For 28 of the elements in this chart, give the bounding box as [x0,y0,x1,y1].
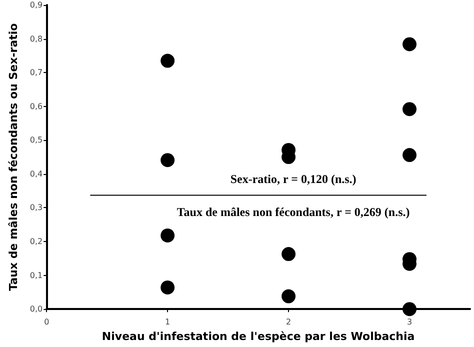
y-tick-label: 0,7 [30,68,43,78]
y-tick-label: 0,5 [30,136,43,145]
point [160,54,175,68]
y-tick-label: 0,0 [30,304,43,314]
annotation: Taux de mâles non fécondants, r = 0,269 (n.s.) [176,205,410,220]
point [402,37,417,52]
point [282,247,296,262]
x-tick-label: 2 [286,318,292,327]
y-tick-label: 0,1 [30,270,43,280]
y-tick-label: 0,9 [30,0,43,10]
point [282,289,296,304]
point [160,228,175,242]
point [402,148,417,162]
x-tick-label: 1 [165,318,170,327]
x-axis-title: Niveau d'infestation de l'espèce par les Wolbachia [102,330,415,343]
point [160,153,175,168]
y-tick-label: 0,2 [30,237,43,246]
x-tick-label: 0 [44,318,50,327]
y-tick-label: 0,4 [30,169,43,178]
point [402,102,417,116]
y-axis-title: Taux de mâles non fécondants ou Sex-ratio [7,22,20,291]
y-tick-label: 0,6 [30,102,43,111]
point [160,280,175,294]
point [402,302,417,316]
y-tick-label: 0,8 [30,34,43,44]
x-tick-label: 3 [406,318,412,327]
annotation: Sex-ratio, r = 0,120 (n.s.) [230,172,356,186]
y-tick-label: 0,3 [30,203,43,212]
